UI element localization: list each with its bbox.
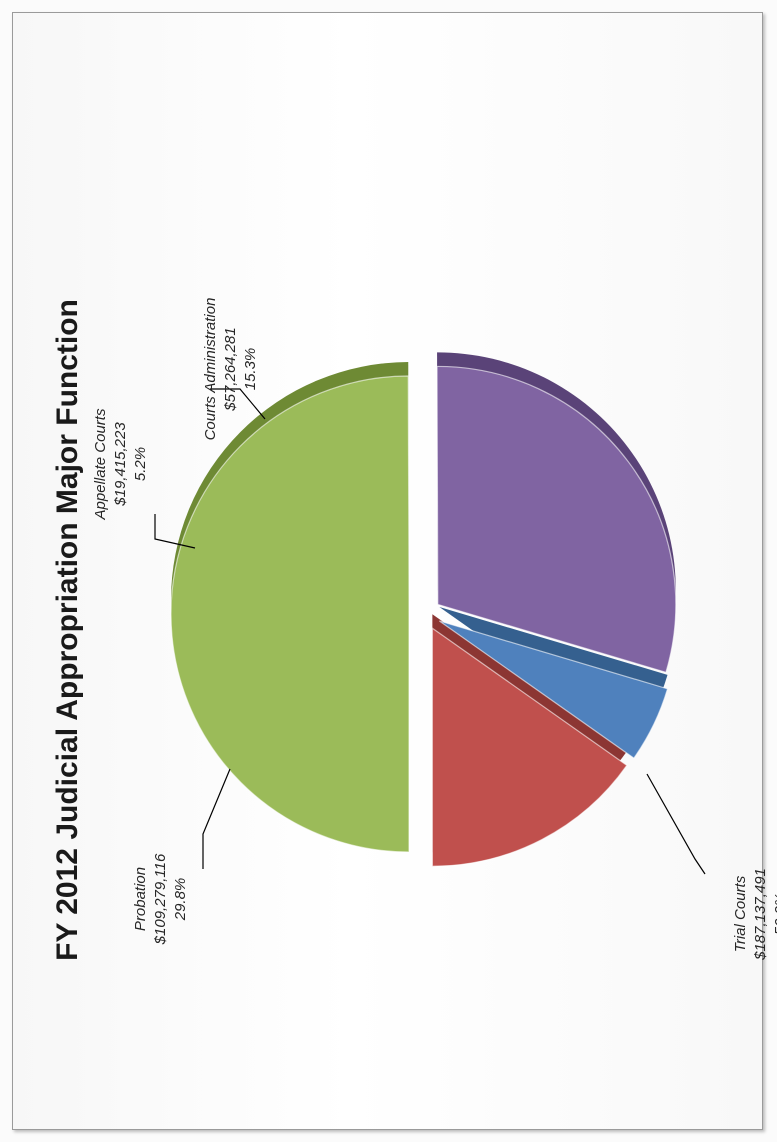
slice-name: Appellate Courts [92, 408, 109, 520]
pie-slice-trial-courts [170, 375, 410, 853]
slice-name: Probation [132, 867, 149, 931]
leader-line-appellate-courts [154, 514, 196, 549]
slice-percent: 29.8% [172, 878, 189, 922]
leader-line-probation [202, 768, 231, 869]
slice-percent: 50.2% [772, 893, 777, 936]
slice-value: $19,415,223 [112, 422, 129, 507]
leader-line-trial-courts [646, 773, 706, 875]
data-label-probation: Probation $109,279,116 29.8% [132, 853, 189, 945]
data-label-appellate-courts: Appellate Courts $19,415,223 5.2% [92, 408, 149, 520]
slice-value: $187,137,491 [752, 868, 769, 961]
slice-name: Trial Courts [732, 875, 749, 952]
slice-percent: 15.3% [242, 348, 259, 391]
data-label-trial-courts: Trial Courts $187,137,491 50.2% [732, 868, 777, 961]
slice-percent: 5.2% [132, 447, 149, 481]
pie-slice-appellate-courts [439, 620, 669, 759]
pie-slice-courts-administration [431, 627, 628, 867]
data-label-courts-administration: Courts Administration $57,264,281 15.3% [202, 298, 259, 441]
slice-value: $57,264,281 [222, 327, 239, 411]
slice-value: $109,279,116 [152, 853, 169, 945]
pie-slice-probation [436, 365, 677, 674]
leader-line-courts-administration [210, 388, 266, 420]
slice-name: Courts Administration [202, 298, 219, 441]
chart-title: FY 2012 Judicial Appropriation Major Fun… [51, 299, 84, 961]
plot-area [170, 352, 677, 867]
